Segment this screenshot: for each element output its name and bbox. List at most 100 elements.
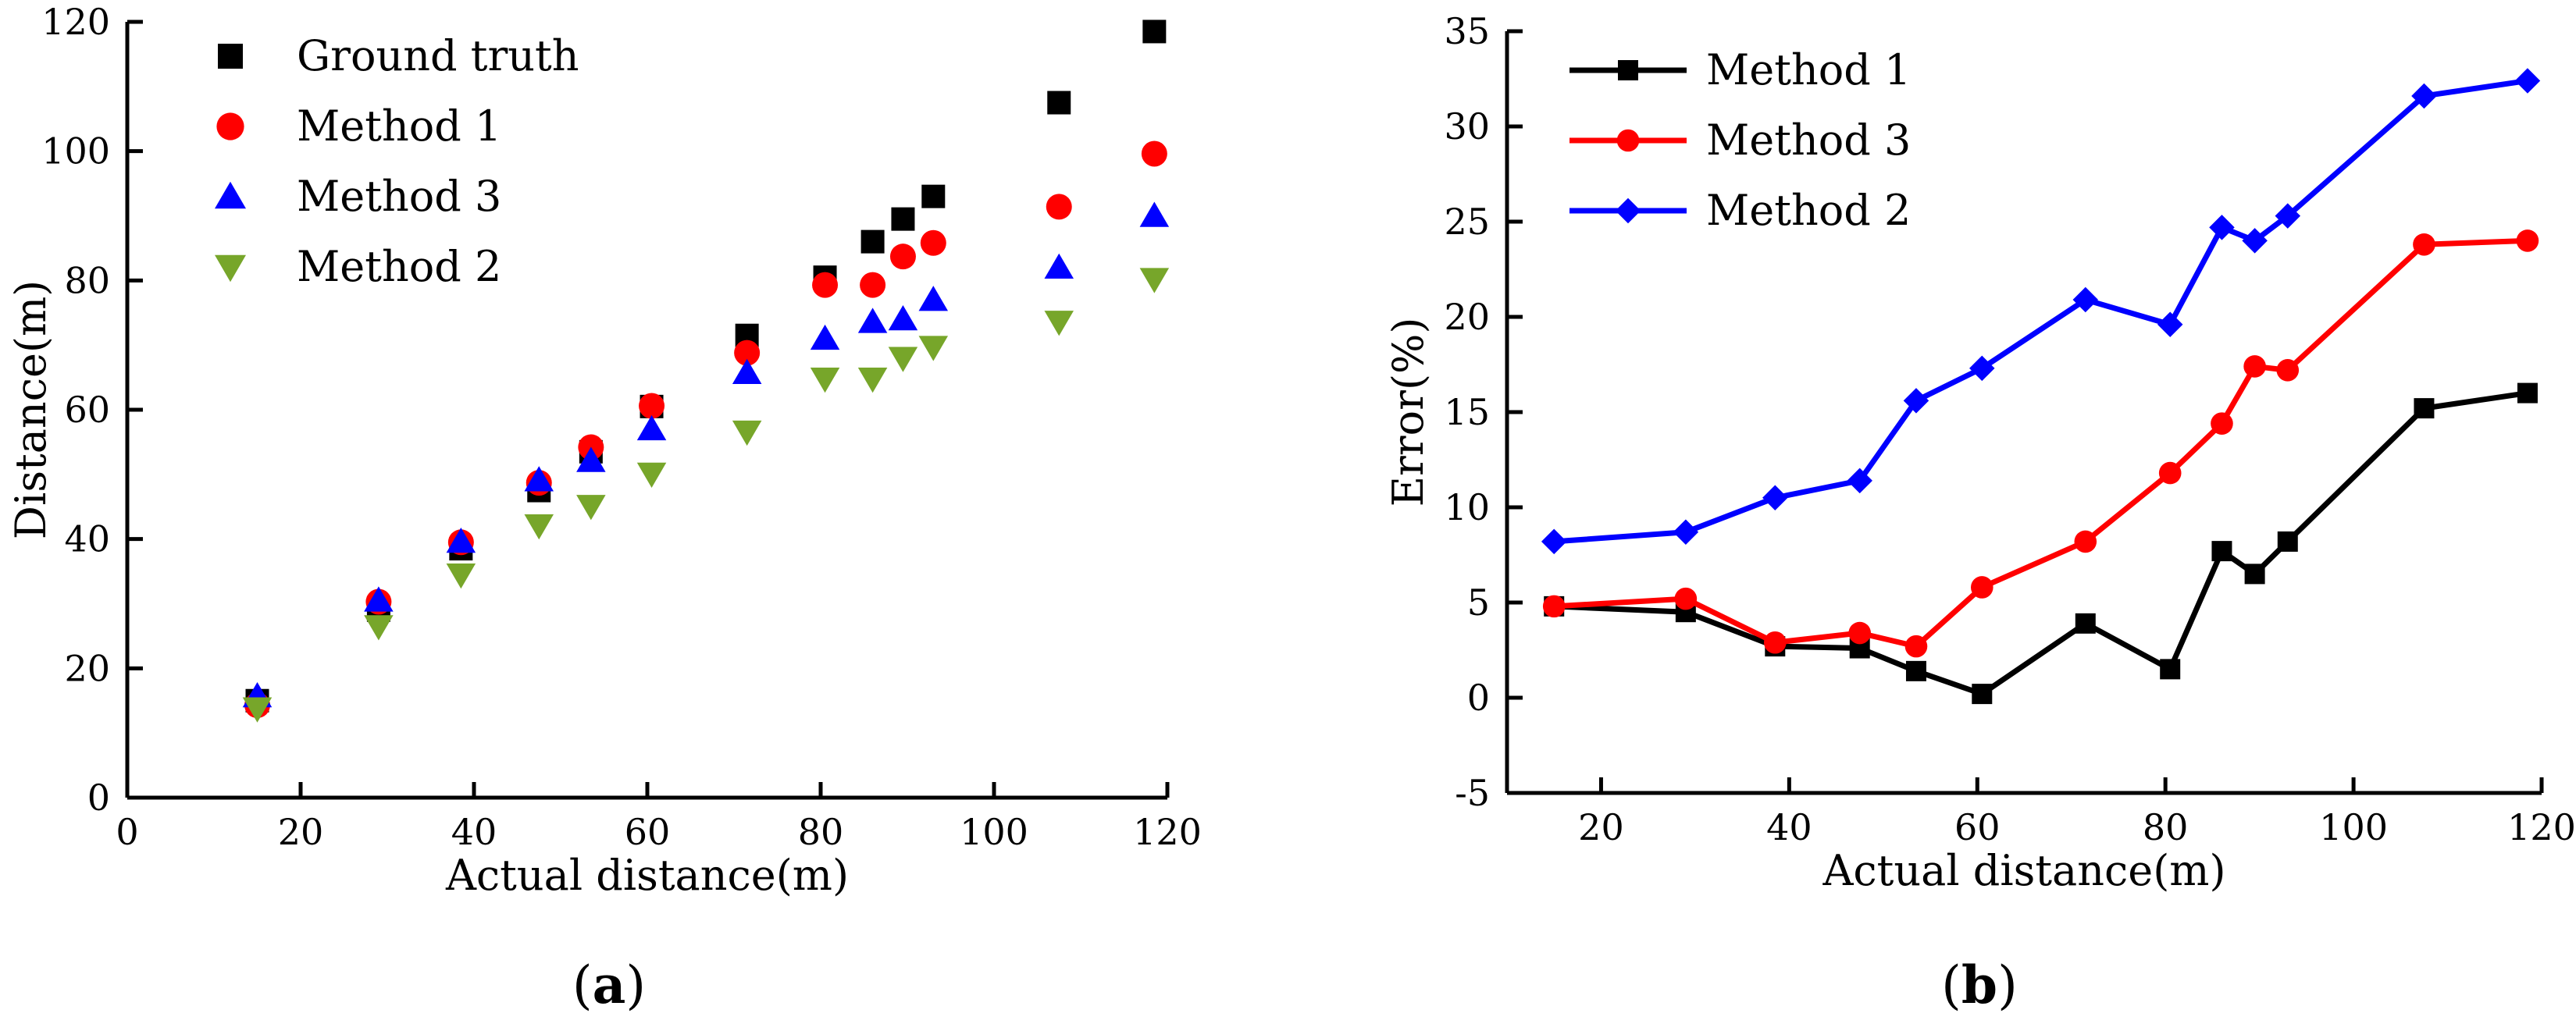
data-point [860,272,886,298]
data-point [2158,461,2182,485]
data-point [446,563,476,589]
data-point [918,336,949,361]
y-tick-label: 80 [64,259,110,301]
legend-label: Method 2 [1706,186,1911,235]
data-point [1541,528,1567,555]
data-point [857,308,888,333]
data-point [732,358,762,385]
data-point [1139,201,1170,227]
legend-entry: Method 1 [1569,45,1911,94]
panel-a-scatter-chart: 0 20 40 60 80 100 120 0 20 40 60 80 100 120 Actual dis… [6,1,1202,1015]
y-tick-label: 10 [1444,486,1490,528]
panel-label-open-paren: ( [1941,955,1961,1015]
x-tick-label: 20 [278,811,324,853]
data-point [918,286,949,311]
data-point [734,340,761,366]
data-point [1047,91,1071,115]
data-point [1542,595,1566,618]
data-point [891,207,915,231]
data-point [364,586,394,612]
panel-label: (b) [1941,955,2018,1015]
x-tick-label: 40 [1766,806,1812,848]
data-point [921,184,946,208]
legend-marker [218,44,243,69]
y-tick-label: 30 [1444,105,1490,148]
data-point [732,420,762,446]
data-point [1046,194,1072,220]
series-method-3 [1542,229,2539,658]
panel-label: (a) [572,955,646,1015]
data-point [2244,563,2265,585]
data-point [888,347,918,372]
legend-label: Method 2 [297,242,501,291]
y-axis-title: Error(%) [1384,318,1433,507]
y-tick-label: 0 [87,777,110,819]
data-point [920,229,946,256]
legend-marker [215,254,246,283]
x-tick-label: 20 [1578,806,1624,848]
legend-label: Method 1 [297,101,501,151]
panel-label-letter: a [593,955,626,1015]
x-tick-label: 120 [1133,811,1202,853]
data-point [2160,659,2181,680]
legend-label: Method 3 [1706,116,1911,165]
data-point [2243,355,2266,378]
data-point [1673,519,1699,545]
data-point [1903,388,1929,414]
data-point [576,495,606,521]
x-axis-title: Actual distance(m) [1822,846,2225,895]
x-tick-label: 80 [2143,806,2189,848]
y-tick-label: 35 [1444,10,1490,52]
data-point [2211,541,2232,562]
legend-marker [1618,60,1638,80]
y-tick-label: 40 [64,518,110,560]
legend-entry: Method 1 [216,101,501,151]
series-method-1 [1544,382,2538,705]
x-tick-label: 60 [625,811,671,853]
panel-b-line-chart: -5 0 5 10 15 20 25 30 35 20 40 60 80 100 120 Actual dis… [1384,10,2576,1015]
data-point [1142,20,1167,44]
data-point [2414,398,2435,419]
legend-label: Method 1 [1706,45,1911,94]
series-line [1554,390,2528,697]
data-point [860,229,885,254]
data-point [812,272,839,298]
data-point [2157,311,2183,338]
data-point [524,514,554,540]
y-tick-label: 100 [41,130,110,172]
legend-marker [215,181,246,209]
y-axis-title: Distance(m) [6,280,55,540]
legend-marker [216,112,244,140]
data-point [2211,412,2233,435]
y-tick-label: 120 [41,1,110,43]
legend-entry: Ground truth [218,31,579,80]
data-point [636,414,667,441]
panel-label-close-paren: ) [1997,955,2018,1015]
data-point [810,324,840,350]
data-point [1970,576,1993,599]
data-point [1044,253,1074,279]
legend-entry: Method 3 [1569,116,1911,165]
series-method-2 [242,268,1170,723]
data-point [810,367,840,393]
y-tick-label: 5 [1467,581,1490,624]
y-tick-label: 60 [64,389,110,431]
legend-entry: Method 2 [1569,186,1911,235]
data-point [889,244,916,270]
data-point [1847,468,1872,494]
series-method-2 [1541,68,2541,555]
y-tick-label: 25 [1444,201,1490,243]
data-point [576,446,606,472]
data-point [2075,613,2096,634]
data-point [2209,215,2235,240]
legend-marker [1616,129,1640,152]
data-point [524,466,554,492]
x-tick-label: 120 [2507,806,2576,848]
data-point [1972,684,1993,705]
data-point [1762,485,1788,511]
data-point [2411,83,2437,109]
data-point [639,393,665,419]
data-point [2074,530,2097,553]
y-tick-label: 15 [1444,391,1490,433]
